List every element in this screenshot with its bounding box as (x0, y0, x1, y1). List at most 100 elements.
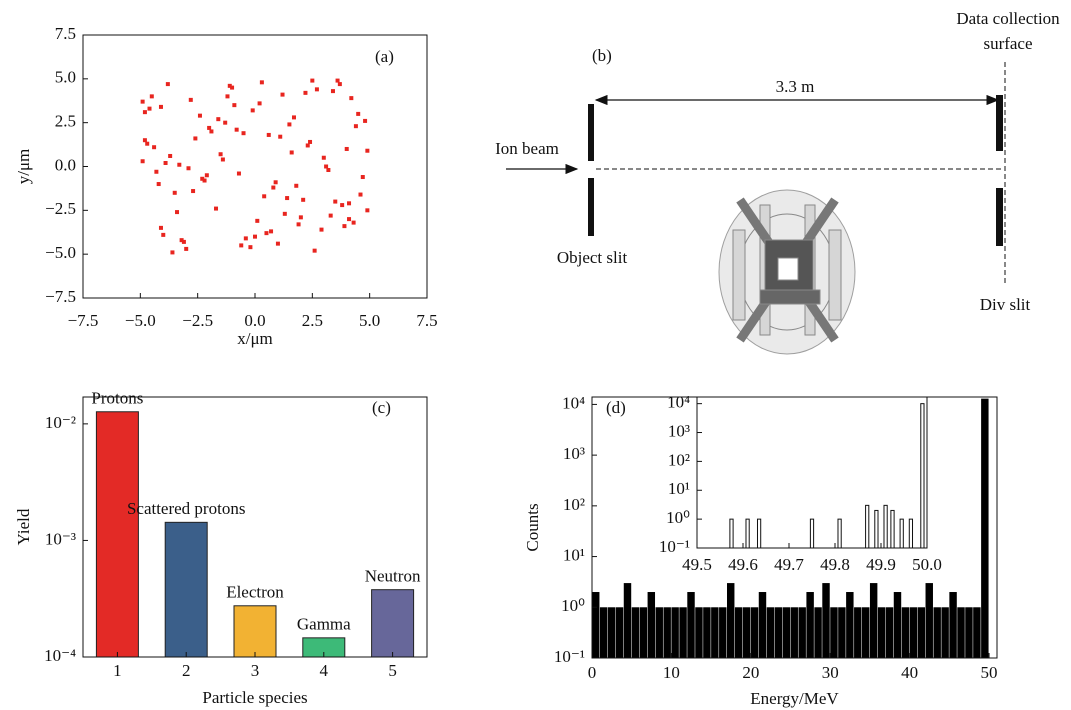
point (363, 118, 368, 123)
x-tick-label: 5.0 (359, 311, 380, 330)
x-tick-label: 49.7 (774, 555, 804, 574)
y-tick-label: −7.5 (45, 287, 76, 306)
x-tick-label: 20 (742, 663, 759, 682)
point (223, 120, 228, 125)
inset-bar (809, 518, 815, 549)
point (353, 124, 358, 129)
point (255, 218, 260, 223)
bar (862, 607, 870, 658)
y-tick-label: 10⁴ (667, 393, 690, 412)
x-tick-label: −5.0 (125, 311, 156, 330)
point (188, 97, 193, 102)
inset-bar (745, 518, 750, 549)
bar (599, 607, 608, 658)
bar (790, 607, 798, 658)
panel-label: (a) (375, 47, 394, 66)
point (312, 248, 317, 253)
x-tick-label: 3 (251, 661, 260, 680)
point (158, 104, 163, 109)
point (324, 164, 329, 169)
bar (615, 607, 624, 658)
bar (869, 583, 878, 658)
x-tick-label: 49.9 (866, 555, 896, 574)
bar (798, 607, 806, 658)
point (230, 85, 235, 90)
point (181, 239, 186, 244)
bar (695, 607, 703, 658)
x-axis-label: Energy/MeV (750, 689, 839, 708)
panel-label: (b) (592, 46, 612, 65)
bar (631, 607, 640, 658)
x-tick-label: −7.5 (68, 311, 99, 330)
point (314, 87, 319, 92)
point (234, 127, 239, 132)
point (347, 217, 352, 222)
bar (703, 607, 711, 658)
x-axis-label: Particle species (202, 688, 307, 707)
point (360, 175, 365, 180)
slit (996, 188, 1003, 246)
bar (814, 607, 822, 658)
x-tick-label: 50 (981, 663, 998, 682)
bar (742, 607, 751, 658)
point (303, 90, 308, 95)
point (342, 224, 347, 229)
point (282, 211, 287, 216)
point (214, 206, 219, 211)
y-tick-label: 10⁻¹ (659, 537, 690, 556)
point (225, 94, 230, 99)
point (291, 115, 296, 120)
point (285, 196, 290, 201)
panel-label: (c) (372, 398, 391, 417)
bar (679, 607, 687, 658)
inset-bar (908, 518, 914, 549)
point (200, 176, 205, 181)
x-tick-label: 50.0 (912, 555, 942, 574)
y-tick-label: 7.5 (55, 24, 76, 43)
point (356, 111, 361, 116)
point (365, 148, 370, 153)
bar-label: Gamma (297, 615, 351, 634)
y-tick-label: 10⁻³ (45, 529, 76, 548)
point (333, 199, 338, 204)
bar (592, 592, 600, 658)
slit (588, 104, 594, 161)
point (207, 125, 212, 130)
point (152, 145, 157, 150)
bar (830, 607, 838, 658)
slit (588, 178, 594, 236)
bar (655, 607, 663, 658)
slit-label: Object slit (557, 248, 628, 267)
inset-bar (899, 518, 904, 549)
bar-label: Protons (91, 389, 143, 408)
y-tick-label: 10⁰ (666, 508, 690, 527)
collection-label: surface (983, 34, 1032, 53)
point (310, 78, 315, 83)
y-tick-label: 10⁻² (45, 413, 76, 432)
x-tick-label: 49.5 (682, 555, 712, 574)
point (264, 231, 269, 236)
point (347, 201, 352, 206)
y-tick-label: 0.0 (55, 155, 76, 174)
plot-frame (696, 396, 928, 549)
plot-frame (82, 396, 428, 658)
y-tick-label: 10⁴ (562, 393, 585, 412)
bar-label: Scattered protons (127, 499, 246, 518)
point (349, 96, 354, 101)
collection-label: Data collection (956, 9, 1060, 28)
bar (941, 607, 949, 658)
inset-bar (729, 518, 734, 549)
bar (607, 607, 616, 658)
point (209, 129, 214, 134)
bar (949, 592, 957, 658)
x-tick-label: 4 (320, 661, 329, 680)
bar (925, 583, 933, 658)
x-tick-label: −2.5 (182, 311, 213, 330)
bar (727, 583, 735, 658)
inset-bar (890, 509, 895, 549)
plot-frame (82, 34, 428, 299)
y-tick-label: 10³ (668, 421, 690, 440)
point (158, 225, 163, 230)
bar (885, 607, 894, 658)
